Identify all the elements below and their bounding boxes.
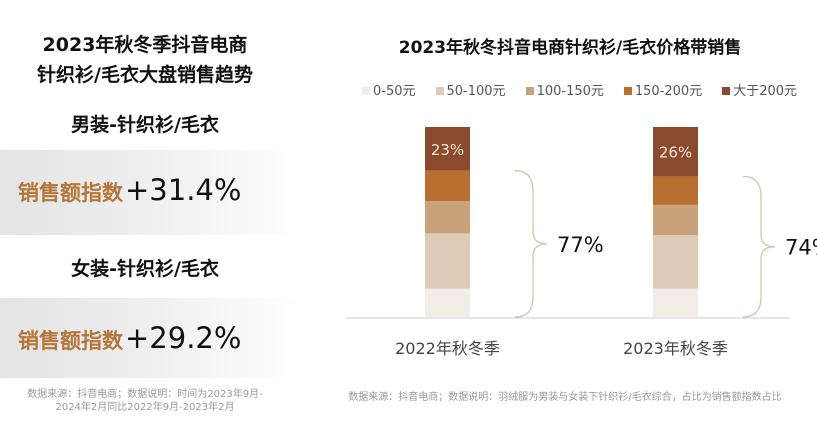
data-label: 23% bbox=[431, 141, 464, 159]
legend-item: 大于200元 bbox=[722, 80, 797, 99]
bracket bbox=[742, 175, 776, 318]
bar-segment bbox=[425, 201, 470, 234]
left-title-line1: 2023年秋冬季抖音电商 bbox=[42, 34, 248, 56]
men-metric: 销售额指数 +31.4% bbox=[18, 173, 241, 207]
bar-segment bbox=[653, 288, 698, 317]
bracket-label: 74% bbox=[785, 236, 817, 260]
bar-segment bbox=[653, 127, 698, 177]
left-note: 数据来源：抖音电商；数据说明：时间为2023年9月- 2024年2月同比2022… bbox=[0, 388, 290, 414]
bracket-label: 77% bbox=[557, 233, 604, 257]
category-label: 2023年秋冬季 bbox=[623, 339, 728, 358]
bar-segment bbox=[425, 288, 470, 317]
chart-legend: 0-50元 50-100元 100-150元 150-200元 大于200元 bbox=[362, 80, 797, 99]
left-title: 2023年秋冬季抖音电商 针织衫/毛衣大盘销售趋势 bbox=[0, 30, 290, 90]
data-label: 26% bbox=[659, 144, 692, 162]
legend-label: 50-100元 bbox=[446, 84, 506, 99]
men-band bbox=[0, 150, 300, 235]
legend-label: 100-150元 bbox=[536, 84, 604, 99]
legend-swatch bbox=[722, 87, 731, 95]
bar-segment bbox=[425, 170, 470, 202]
legend-swatch bbox=[362, 87, 370, 95]
legend-swatch bbox=[435, 87, 444, 95]
women-metric-value: +29.2% bbox=[125, 321, 242, 355]
category-label: 2022年秋冬季 bbox=[395, 339, 500, 358]
bar-segment bbox=[653, 235, 698, 289]
left-note-line2: 2024年2月同比2022年9月-2023年2月 bbox=[55, 402, 235, 413]
women-metric-label: 销售额指数 bbox=[18, 329, 123, 353]
legend-label: 0-50元 bbox=[373, 84, 416, 99]
bar-segment bbox=[653, 204, 698, 236]
men-metric-value: +31.4% bbox=[125, 173, 242, 207]
men-heading: 男装-针织衫/毛衣 bbox=[71, 114, 219, 136]
left-title-line2: 针织衫/毛衣大盘销售趋势 bbox=[37, 64, 253, 86]
legend-swatch bbox=[525, 87, 534, 95]
women-band bbox=[0, 298, 300, 378]
bracket bbox=[514, 170, 548, 318]
chart-title: 2023年秋冬抖音电商针织衫/毛衣价格带销售 bbox=[398, 38, 742, 58]
legend-item: 0-50元 bbox=[362, 80, 416, 99]
legend-item: 150-200元 bbox=[623, 80, 703, 99]
legend-item: 50-100元 bbox=[435, 80, 506, 99]
women-metric: 销售额指数 +29.2% bbox=[18, 321, 241, 355]
legend-label: 大于200元 bbox=[733, 84, 798, 99]
legend-item: 100-150元 bbox=[525, 80, 604, 99]
right-note: 数据来源：抖音电商；数据说明：羽绒服为男装与女装下针织衫/毛衣综合，占比为销售额… bbox=[348, 392, 782, 403]
men-metric-label: 销售额指数 bbox=[18, 181, 123, 205]
left-note-line1: 数据来源：抖音电商；数据说明：时间为2023年9月- bbox=[27, 389, 263, 400]
bar-segment bbox=[425, 233, 470, 289]
legend-swatch bbox=[623, 87, 632, 95]
legend-label: 150-200元 bbox=[634, 84, 703, 99]
women-heading: 女装-针织衫/毛衣 bbox=[71, 258, 219, 280]
bar-segment bbox=[425, 127, 470, 171]
bar-segment bbox=[653, 176, 698, 205]
